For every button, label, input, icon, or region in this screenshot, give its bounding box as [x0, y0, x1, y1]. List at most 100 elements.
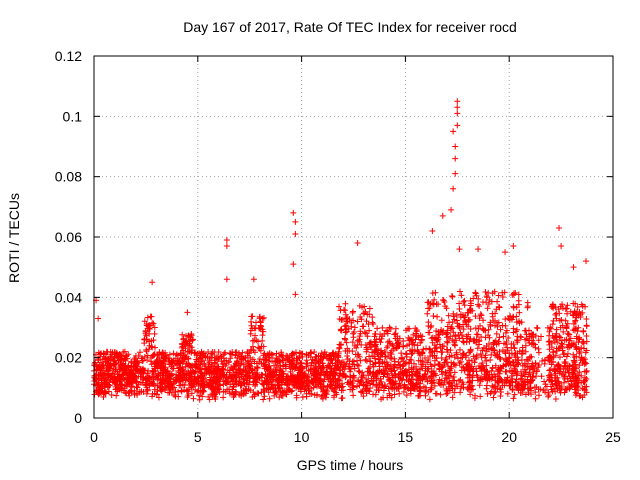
data-point	[563, 359, 569, 365]
data-point	[583, 258, 589, 264]
data-point	[546, 339, 552, 345]
data-point	[450, 186, 456, 192]
data-point	[355, 240, 361, 246]
data-point	[369, 320, 375, 326]
data-point	[571, 264, 577, 270]
data-point	[438, 392, 444, 398]
data-point	[583, 333, 589, 339]
data-point	[338, 342, 344, 348]
data-point	[564, 305, 570, 311]
data-point	[502, 249, 508, 255]
data-point	[143, 347, 149, 353]
data-point	[520, 347, 526, 353]
data-point	[373, 392, 379, 398]
data-point	[257, 356, 263, 362]
data-point	[584, 322, 590, 328]
data-point	[448, 207, 454, 213]
data-point	[429, 228, 435, 234]
data-point	[454, 122, 460, 128]
data-point	[261, 393, 267, 399]
y-tick-label: 0	[74, 410, 82, 426]
data-point	[456, 246, 462, 252]
data-point	[190, 396, 196, 402]
data-point	[362, 329, 368, 335]
data-point	[224, 243, 230, 249]
data-point	[516, 310, 522, 316]
data-point	[452, 156, 458, 162]
data-point	[494, 299, 500, 305]
data-point	[513, 314, 519, 320]
data-point	[552, 312, 558, 318]
data-point	[474, 331, 480, 337]
data-point	[404, 392, 410, 398]
data-point	[454, 104, 460, 110]
data-point	[429, 386, 435, 392]
data-point	[533, 396, 539, 402]
data-point	[450, 128, 456, 134]
data-point	[253, 320, 259, 326]
y-tick-label: 0.02	[55, 350, 82, 366]
data-point	[535, 325, 541, 331]
data-point	[558, 317, 564, 323]
data-point	[497, 393, 503, 399]
x-tick-label: 0	[90, 429, 98, 445]
data-point	[248, 314, 254, 320]
data-point	[220, 394, 226, 400]
data-point	[207, 397, 213, 403]
data-point	[516, 292, 522, 298]
data-point	[374, 325, 380, 331]
data-point	[510, 243, 516, 249]
data-point	[427, 396, 433, 402]
data-point	[407, 336, 413, 342]
data-point	[461, 326, 467, 332]
data-point	[255, 390, 261, 396]
data-point	[398, 350, 404, 356]
data-point	[290, 210, 296, 216]
data-point	[297, 350, 303, 356]
data-point	[420, 346, 426, 352]
data-point	[255, 344, 261, 350]
data-point	[558, 243, 564, 249]
data-point	[259, 332, 265, 338]
data-point	[523, 328, 529, 334]
data-point	[556, 310, 562, 316]
data-point	[267, 396, 273, 402]
data-point	[487, 357, 493, 363]
data-point	[525, 305, 531, 311]
data-point	[392, 392, 398, 398]
data-point	[152, 331, 158, 337]
data-point	[113, 393, 119, 399]
data-point	[403, 351, 409, 357]
data-point	[149, 314, 155, 320]
chart-title: Day 167 of 2017, Rate Of TEC Index for r…	[183, 19, 517, 35]
data-point	[482, 289, 488, 295]
data-point	[516, 298, 522, 304]
data-point	[511, 305, 517, 311]
y-axis-label: ROTI / TECUs	[6, 193, 22, 283]
data-point	[366, 328, 372, 334]
y-tick-label: 0.12	[55, 48, 82, 64]
data-point	[556, 225, 562, 231]
data-point	[457, 389, 463, 395]
data-point	[224, 276, 230, 282]
data-point	[350, 334, 356, 340]
data-point	[450, 294, 456, 300]
data-point	[300, 394, 306, 400]
data-point	[149, 279, 155, 285]
x-axis-label: GPS time / hours	[297, 457, 404, 473]
data-point	[535, 346, 541, 352]
data-points	[91, 98, 590, 402]
data-point	[406, 326, 412, 332]
data-point	[434, 314, 440, 320]
data-point	[356, 363, 362, 369]
data-point	[427, 330, 433, 336]
data-point	[483, 386, 489, 392]
data-point	[478, 311, 484, 317]
data-point	[505, 391, 511, 397]
data-point	[494, 331, 500, 337]
data-point	[430, 313, 436, 319]
data-point	[342, 307, 348, 313]
y-tick-label: 0.06	[55, 229, 82, 245]
data-point	[472, 290, 478, 296]
data-point	[439, 317, 445, 323]
